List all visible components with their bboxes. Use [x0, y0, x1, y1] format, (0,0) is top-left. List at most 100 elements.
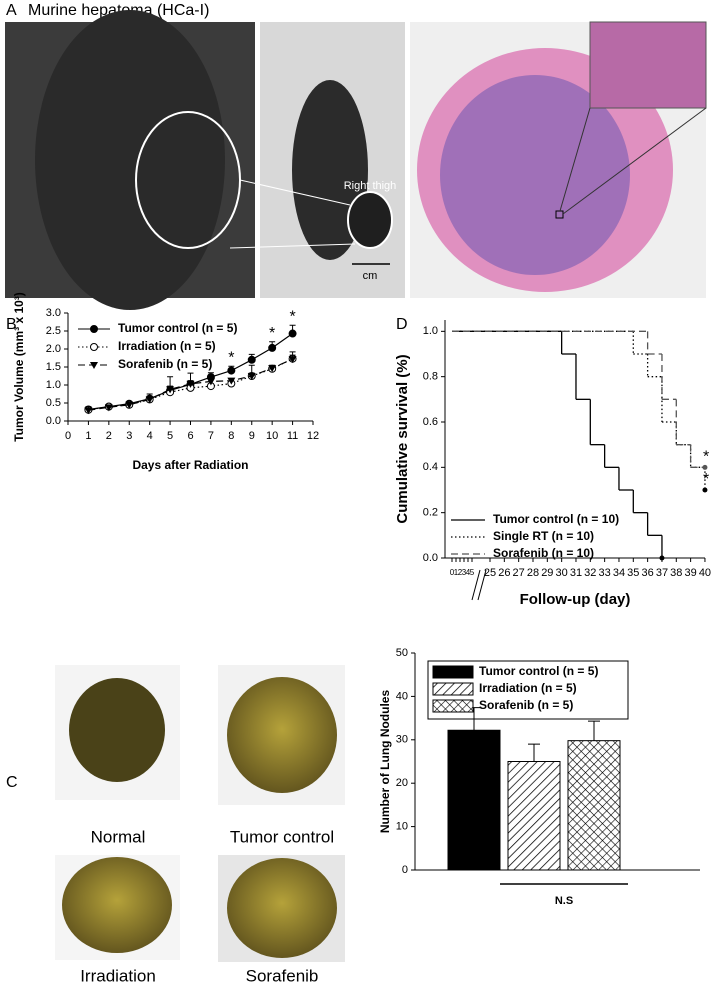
x-tick-label: 1 — [454, 568, 459, 577]
y-tick-label: 0 — [402, 864, 408, 876]
panel-label: D — [396, 316, 408, 333]
y-tick-label: 0.4 — [423, 461, 438, 473]
annotation: * — [228, 349, 234, 366]
connector — [229, 243, 356, 249]
y-axis-label: Tumor Volume (mm³ x 10³) — [12, 292, 26, 442]
x-axis-label: Follow-up (day) — [520, 591, 631, 608]
y-tick-label: 30 — [396, 734, 408, 746]
y-tick-label: 0.6 — [423, 416, 438, 428]
survival-end — [702, 464, 708, 470]
x-tick-label: 34 — [613, 567, 625, 579]
y-tick-label: 1.0 — [46, 379, 61, 391]
y-tick-label: 0.8 — [423, 371, 438, 383]
x-axis-label: Days after Radiation — [132, 458, 248, 472]
tumor-outline — [347, 191, 393, 249]
photo-label: Right thigh — [344, 180, 397, 192]
x-tick-label: 36 — [642, 567, 654, 579]
y-tick-label: 10 — [396, 821, 408, 833]
x-tick-label: 2 — [458, 568, 463, 577]
annotation: * — [703, 449, 709, 466]
x-tick-label: 29 — [541, 567, 553, 579]
y-tick-label: 2.5 — [46, 325, 61, 337]
error-bar — [528, 743, 540, 762]
panel-label: A — [6, 2, 17, 19]
x-tick-label: 6 — [187, 430, 193, 442]
x-tick-label: 2 — [106, 430, 112, 442]
x-tick-label: 5 — [167, 430, 173, 442]
photo-caption: Sorafenib — [246, 966, 319, 985]
x-tick-label: 30 — [556, 567, 568, 579]
x-tick-label: 3 — [126, 430, 132, 442]
x-tick-label: 4 — [147, 430, 153, 442]
connector — [559, 107, 591, 212]
x-tick-label: 7 — [208, 430, 214, 442]
annotation: * — [269, 325, 275, 342]
x-tick-label: 33 — [599, 567, 611, 579]
axis-break — [471, 569, 481, 601]
y-tick-label: 0.5 — [46, 397, 61, 409]
x-tick-label: 5 — [470, 568, 475, 577]
marker — [206, 378, 215, 386]
photo-detail — [35, 10, 225, 310]
lung — [227, 677, 337, 793]
x-tick-label: 9 — [249, 430, 255, 442]
bar — [447, 729, 501, 871]
scale-label: cm — [363, 270, 378, 282]
legend-label: Tumor control (n = 5) — [118, 321, 237, 335]
annotation: N.S — [555, 895, 573, 907]
marker — [84, 407, 93, 415]
x-tick-label: 3 — [462, 568, 467, 577]
tissue-core — [440, 75, 630, 275]
x-tick-label: 4 — [466, 568, 471, 577]
series-line — [88, 358, 293, 411]
survival-end — [702, 487, 708, 493]
x-tick-label: 37 — [656, 567, 668, 579]
x-tick-label: 8 — [228, 430, 234, 442]
y-tick-label: 20 — [396, 777, 408, 789]
y-tick-label: 50 — [396, 647, 408, 659]
y-tick-label: 1.0 — [423, 325, 438, 337]
x-tick-label: 28 — [527, 567, 539, 579]
legend-label: Sorafenib (n = 10) — [493, 546, 594, 560]
legend-label: Tumor control (n = 10) — [493, 512, 619, 526]
legend-label: Sorafenib (n = 5) — [118, 357, 212, 371]
marker — [90, 362, 98, 369]
x-tick-label: 0 — [450, 568, 455, 577]
marker — [268, 365, 277, 373]
lung — [227, 858, 337, 958]
x-tick-label: 10 — [266, 430, 278, 442]
marker — [268, 343, 277, 352]
legend-label: Single RT (n = 10) — [493, 529, 594, 543]
marker — [288, 329, 297, 338]
y-tick-label: 40 — [396, 690, 408, 702]
inset — [589, 21, 707, 109]
x-tick-label: 40 — [699, 567, 711, 579]
axis-break — [477, 569, 487, 601]
x-tick-label: 35 — [627, 567, 639, 579]
x-tick-label: 25 — [484, 567, 496, 579]
y-tick-label: 1.5 — [46, 361, 61, 373]
y-tick-label: 0.0 — [46, 415, 61, 427]
y-tick-label: 2.0 — [46, 343, 61, 355]
marker — [227, 366, 236, 375]
marker — [186, 380, 195, 388]
x-tick-label: 38 — [670, 567, 682, 579]
x-tick-label: 27 — [513, 567, 525, 579]
marker — [166, 386, 175, 394]
bar — [507, 761, 561, 871]
photo-caption: Normal — [91, 827, 146, 846]
marker — [227, 377, 236, 385]
x-tick-label: 32 — [584, 567, 596, 579]
y-tick-label: 0.2 — [423, 507, 438, 519]
panel-label: C — [6, 774, 18, 791]
legend-label: Irradiation (n = 5) — [479, 681, 577, 695]
marker — [145, 396, 154, 404]
legend-label: Sorafenib (n = 5) — [479, 698, 573, 712]
photo-caption: Irradiation — [80, 966, 156, 985]
legend-swatch — [432, 665, 474, 679]
x-tick-label: 11 — [287, 430, 298, 442]
y-axis-label: Number of Lung Nodules — [378, 690, 392, 834]
lung — [62, 857, 172, 953]
x-tick-label: 31 — [570, 567, 582, 579]
connector — [562, 107, 707, 215]
